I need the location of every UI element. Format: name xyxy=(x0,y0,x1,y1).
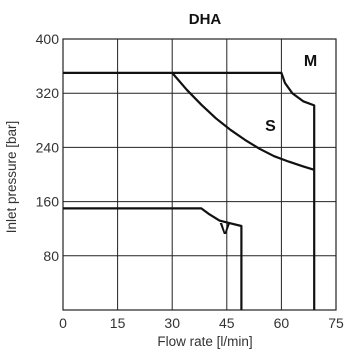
grid-lines xyxy=(63,39,336,310)
curve-label-m: M xyxy=(304,53,317,70)
y-axis-label: Inlet pressure [bar] xyxy=(4,121,19,234)
y-tick-label: 320 xyxy=(36,85,60,101)
curve-s xyxy=(171,72,315,171)
x-tick-label: 60 xyxy=(274,315,290,331)
y-tick-label: 80 xyxy=(43,248,59,264)
y-tick-label: 400 xyxy=(36,31,60,47)
x-tick-label: 75 xyxy=(328,315,344,331)
x-tick-label: 15 xyxy=(110,315,126,331)
chart-title: DHA xyxy=(189,11,222,28)
x-axis-label: Flow rate [l/min] xyxy=(157,334,252,349)
curve-label-v: V xyxy=(220,221,231,238)
curve-label-s: S xyxy=(265,118,276,135)
curve-m xyxy=(63,71,316,310)
plot-frame xyxy=(62,38,337,311)
curves xyxy=(63,71,316,310)
curve-labels: M S V xyxy=(220,53,318,238)
y-tick-label: 160 xyxy=(36,194,60,210)
x-axis-ticks: 0 15 30 45 60 75 xyxy=(59,315,344,331)
x-tick-label: 0 xyxy=(59,315,67,331)
x-tick-label: 45 xyxy=(219,315,235,331)
y-tick-label: 240 xyxy=(36,139,60,155)
curve-v xyxy=(63,207,243,310)
y-axis-ticks: 80 160 240 320 400 xyxy=(36,31,60,264)
x-tick-label: 30 xyxy=(164,315,180,331)
